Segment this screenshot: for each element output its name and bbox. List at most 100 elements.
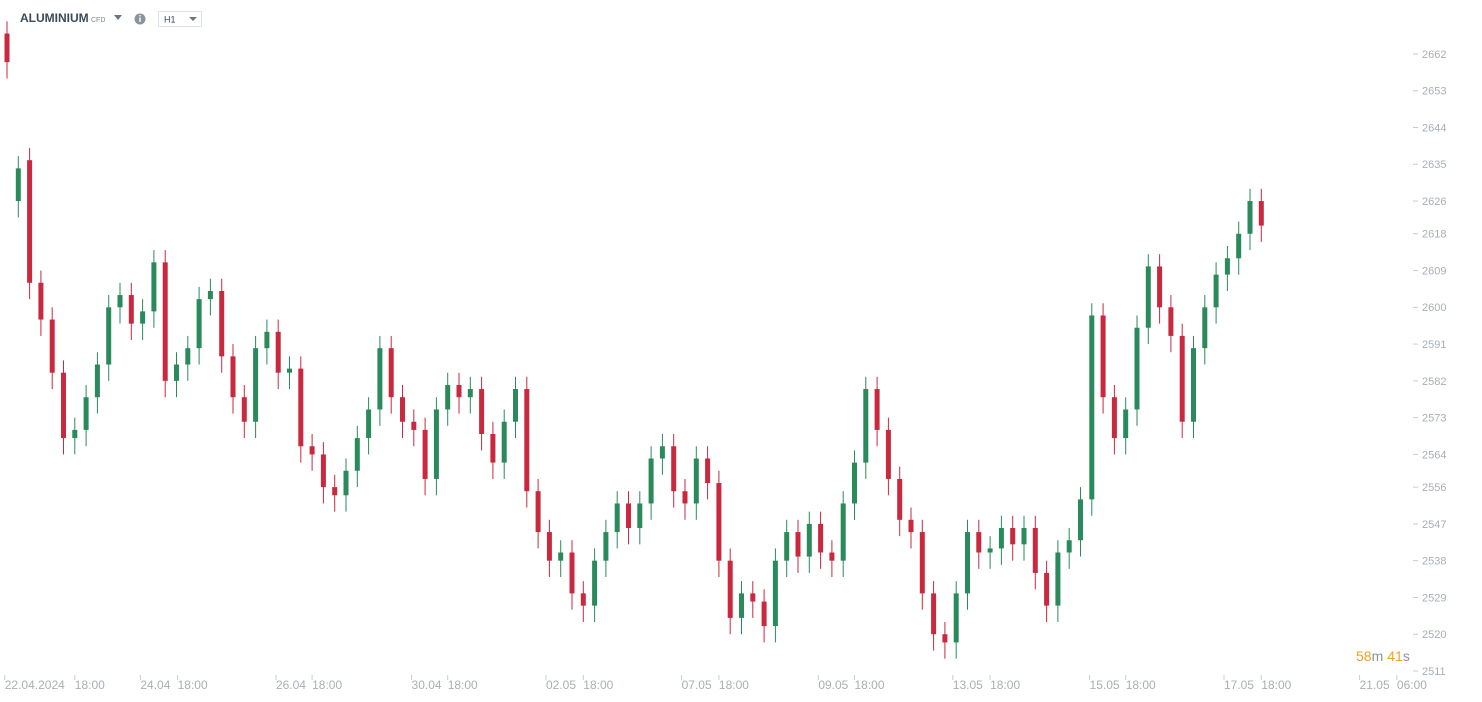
candle-body (693, 458, 699, 504)
timeframe: H1 (164, 14, 176, 24)
candle-body (569, 552, 575, 594)
candle-body (501, 421, 507, 463)
countdown-seconds: 41 (1387, 648, 1403, 664)
candle-body (117, 295, 123, 308)
candle-body (919, 532, 925, 594)
candle-body (298, 368, 304, 447)
candle-body (818, 523, 824, 553)
candle-body (558, 552, 564, 561)
candle-body (987, 548, 993, 553)
countdown-minutes: 58 (1356, 648, 1372, 664)
candle-body (580, 593, 586, 606)
candle-body (388, 348, 394, 398)
candle-body (795, 532, 801, 557)
symbol-dropdown[interactable] (114, 15, 122, 20)
candle-body (1134, 327, 1140, 410)
symbol[interactable]: ALUMINIUM (20, 11, 89, 25)
candle-body (546, 532, 552, 561)
candle-body (332, 487, 338, 496)
x-tick-label: 18:00 (312, 678, 342, 692)
y-tick-label: 2582 (1422, 376, 1446, 388)
candle-body (716, 483, 722, 561)
candle-body (772, 560, 778, 627)
candle-body (953, 593, 959, 643)
candle-body (1010, 527, 1016, 545)
candle-body (4, 33, 10, 63)
y-tick-label: 2511 (1422, 666, 1446, 678)
y-tick-label: 2618 (1422, 229, 1446, 241)
info-icon-glyph (139, 15, 141, 17)
candle-body (998, 527, 1004, 549)
x-tick-label: 18:00 (1126, 678, 1156, 692)
candle-body (671, 446, 677, 492)
candle-body (648, 458, 654, 504)
candle-body (592, 560, 598, 606)
candle-body (659, 446, 665, 459)
candle-body (94, 364, 100, 398)
candle-body (83, 397, 89, 430)
x-tick-label: 13.05 (953, 678, 983, 692)
y-tick-label: 2520 (1422, 629, 1446, 641)
x-tick-label: 22.04.2024 (5, 678, 65, 692)
candle-body (207, 290, 213, 300)
candle-body (253, 348, 259, 422)
candle-body (931, 593, 937, 635)
candle-body (1044, 572, 1050, 606)
candle-body (1190, 348, 1196, 422)
x-tick-label: 17.05 (1224, 678, 1254, 692)
timeframe-select[interactable] (158, 11, 202, 27)
candle-body (354, 438, 360, 471)
candle-body (275, 331, 281, 373)
candle-body (27, 160, 33, 283)
candle-body (524, 389, 530, 492)
candle-body (343, 470, 349, 496)
y-tick-label: 2644 (1422, 122, 1446, 134)
candle-body (264, 331, 270, 349)
candle-body (61, 372, 67, 439)
candle-body (309, 446, 315, 455)
x-tick-label: 30.04 (412, 678, 442, 692)
candle-body (840, 503, 846, 561)
candle-body (400, 397, 406, 422)
y-tick-label: 2653 (1422, 86, 1446, 98)
candle-body (140, 311, 146, 324)
candle-body (1236, 233, 1242, 259)
candle-body (377, 348, 383, 410)
candle-body (1157, 266, 1163, 308)
candle-body (1066, 540, 1072, 553)
candle-body (467, 389, 473, 398)
y-tick-label: 2556 (1422, 482, 1446, 494)
candle-body (1213, 274, 1219, 308)
candle-body (750, 593, 756, 602)
candle-body (15, 168, 21, 202)
candle-body (219, 290, 225, 357)
y-tick-label: 2626 (1422, 196, 1446, 208)
candle-body (603, 532, 609, 561)
candle-body (479, 389, 485, 434)
candle-body (1089, 315, 1095, 500)
candle-body (49, 319, 55, 373)
y-tick-label: 2635 (1422, 159, 1446, 171)
candle-body (1077, 499, 1083, 541)
candle-body (738, 593, 744, 618)
candle-body (535, 491, 541, 533)
candle-body (230, 356, 236, 398)
candle-body (196, 299, 202, 349)
x-tick-label: 18:00 (448, 678, 478, 692)
x-tick-label: 18:00 (854, 678, 884, 692)
candle-body (885, 429, 891, 479)
candle-body (72, 429, 78, 439)
instrument-type: CFD (91, 17, 105, 24)
y-tick-label: 2573 (1422, 413, 1446, 425)
candle-body (1021, 527, 1027, 545)
candle-body (863, 389, 869, 463)
x-tick-label: 18:00 (583, 678, 613, 692)
candle-body (151, 262, 157, 312)
candle-body (829, 552, 835, 561)
candle-body (174, 364, 180, 381)
x-tick-label: 21.05 (1360, 678, 1390, 692)
candle-body (625, 503, 631, 528)
y-tick-label: 2600 (1422, 302, 1446, 314)
candle-body (874, 389, 880, 430)
